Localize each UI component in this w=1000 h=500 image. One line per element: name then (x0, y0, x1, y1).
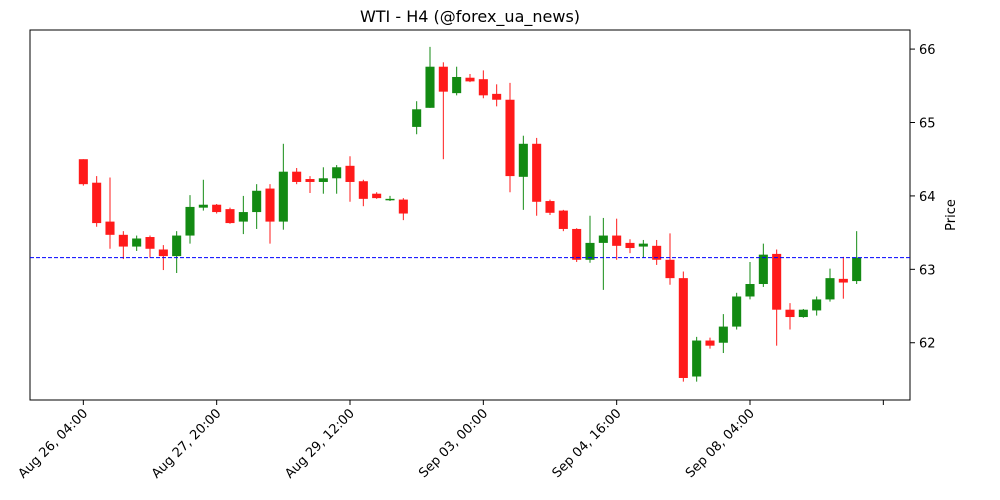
candle-body (612, 235, 622, 246)
candle-body (118, 234, 128, 247)
candle-body (665, 259, 675, 279)
candle-body (265, 188, 275, 222)
candle-body (585, 242, 595, 260)
candle-body (692, 340, 702, 377)
candle-body (798, 309, 808, 318)
candle-body (812, 299, 822, 311)
candle-body (412, 109, 422, 127)
candle-body (492, 93, 502, 100)
candle-body (545, 201, 555, 213)
y-axis-label: Price (944, 199, 959, 231)
candle-body (185, 206, 195, 236)
candle-body (518, 143, 528, 177)
candle-body (92, 182, 102, 224)
candle-body (678, 278, 688, 378)
candle-body (718, 326, 728, 343)
candle-body (132, 238, 142, 247)
candle-body (252, 190, 262, 213)
x-tick-label: Sep 04, 16:00 (550, 406, 625, 481)
x-tick-label: Aug 26, 04:00 (16, 406, 92, 482)
x-tick-label: Sep 03, 00:00 (416, 406, 491, 481)
candle-body (758, 254, 768, 285)
candle-body (345, 165, 355, 182)
candle-body (638, 243, 648, 247)
candle-body (438, 66, 448, 92)
y-tick-label: 62 (919, 337, 936, 352)
candle-body (852, 257, 862, 282)
candle-body (465, 77, 475, 82)
candle-body (158, 249, 168, 257)
candle-body (732, 296, 742, 327)
candle-body (532, 143, 542, 202)
candle-body (105, 221, 115, 235)
candle-body (452, 76, 462, 94)
y-tick-label: 63 (919, 263, 936, 278)
candle-body (598, 235, 608, 243)
candle-body (652, 245, 662, 260)
y-tick-label: 64 (919, 190, 936, 205)
candle-body (838, 278, 848, 283)
candle-body (478, 79, 488, 96)
candle-body (372, 193, 382, 199)
candle-body (145, 237, 155, 249)
candle-body (238, 212, 248, 222)
y-tick-label: 65 (919, 117, 936, 132)
candle-body (425, 66, 435, 108)
candle-body (212, 204, 222, 213)
candle-body (398, 199, 408, 214)
candle-body (198, 204, 208, 208)
candle-body (772, 253, 782, 310)
candle-body (78, 159, 88, 185)
x-tick-label: Aug 27, 20:00 (149, 406, 225, 482)
candle-body (625, 242, 635, 249)
y-tick-label: 66 (919, 43, 936, 58)
candle-body (558, 210, 568, 229)
candle-body (358, 181, 368, 199)
candle-body (785, 309, 795, 318)
candle-body (278, 171, 288, 222)
x-tick-label: Sep 08, 04:00 (683, 406, 758, 481)
candle-body (225, 209, 235, 224)
candle-body (305, 179, 315, 182)
candle-body (172, 235, 182, 257)
candle-body (505, 99, 515, 177)
candle-body (825, 278, 835, 300)
candle-body (705, 340, 715, 346)
candle-body (385, 198, 395, 201)
candle-body (572, 228, 582, 260)
plot-frame (29, 29, 911, 401)
candle-body (332, 167, 342, 179)
candle-body (318, 178, 328, 182)
candle-body (292, 171, 302, 182)
x-tick-label: Aug 29, 12:00 (282, 406, 358, 482)
chart-title: WTI - H4 (@forex_ua_news) (360, 7, 580, 27)
candle-body (745, 284, 755, 297)
